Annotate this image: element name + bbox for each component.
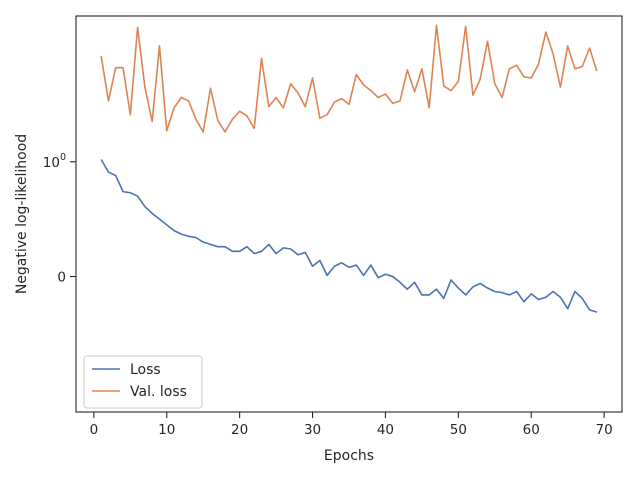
series-line-val-loss: [100, 24, 598, 133]
x-tick-label: 20: [231, 422, 248, 438]
x-tick-label: 0: [90, 422, 99, 438]
y-tick-label: 100: [43, 152, 66, 171]
legend: Loss Val. loss: [83, 355, 203, 409]
x-tick-label: 30: [304, 422, 321, 438]
axes-frame: [75, 15, 623, 413]
x-tick-label: 40: [377, 422, 394, 438]
series-layer: [100, 24, 598, 313]
y-tick-label: 0: [57, 270, 66, 286]
x-tick-label: 70: [596, 422, 613, 438]
x-tick-label: 10: [158, 422, 175, 438]
x-tick-label: 50: [450, 422, 467, 438]
x-tick-label: 60: [523, 422, 540, 438]
series-line-loss: [100, 159, 598, 313]
legend-label: Val. loss: [130, 384, 187, 400]
x-axis-label: Epochs: [324, 448, 374, 464]
axes-layer: 0 10 20 30 40 50 60 70 100 0: [43, 15, 623, 438]
legend-label: Loss: [130, 362, 161, 378]
y-axis-label: Negative log-likelihood: [14, 134, 30, 294]
